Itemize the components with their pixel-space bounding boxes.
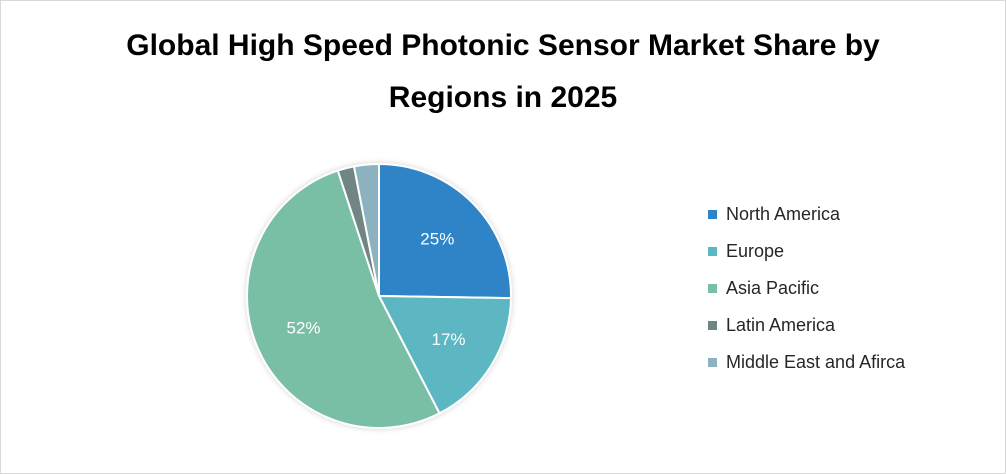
legend-label: Latin America [726,315,836,335]
chart-title: Global High Speed Photonic Sensor Market… [0,20,1006,124]
data-label-europe: 17% [432,330,466,349]
legend-swatch [708,210,717,219]
legend-item-north-america: North America [708,196,998,233]
data-label-asia-pacific: 52% [286,319,320,338]
legend-label: Europe [726,241,785,261]
legend-swatch [708,321,717,330]
pie-slices [246,162,512,429]
pie-slice-asia-pacific [246,169,441,429]
data-label-north-america: 25% [420,230,454,249]
legend-swatch [708,284,717,293]
legend-label: Middle East and Afirca [726,352,906,372]
legend-item-europe: Europe [708,233,998,270]
pie-slice-europe [377,294,512,415]
pie-slice-middle-east-and-afirca [352,162,380,297]
legend-item-latin-america: Latin America [708,307,998,344]
legend-label: North America [726,204,841,224]
chart-legend: North America Europe Asia Pacific Latin Ame… [708,196,998,381]
legend-label: Asia Pacific [726,278,820,298]
legend-swatch [708,247,717,256]
legend-swatch [708,358,717,367]
chart-title-text: Global High Speed Photonic Sensor Market… [126,29,880,114]
legend-item-asia-pacific: Asia Pacific [708,270,998,307]
pie-slice-north-america [378,162,512,300]
pie-data-labels: 25% 17% 52% [286,230,465,350]
legend-item-middle-east-and-afirca: Middle East and Afirca [708,344,998,381]
